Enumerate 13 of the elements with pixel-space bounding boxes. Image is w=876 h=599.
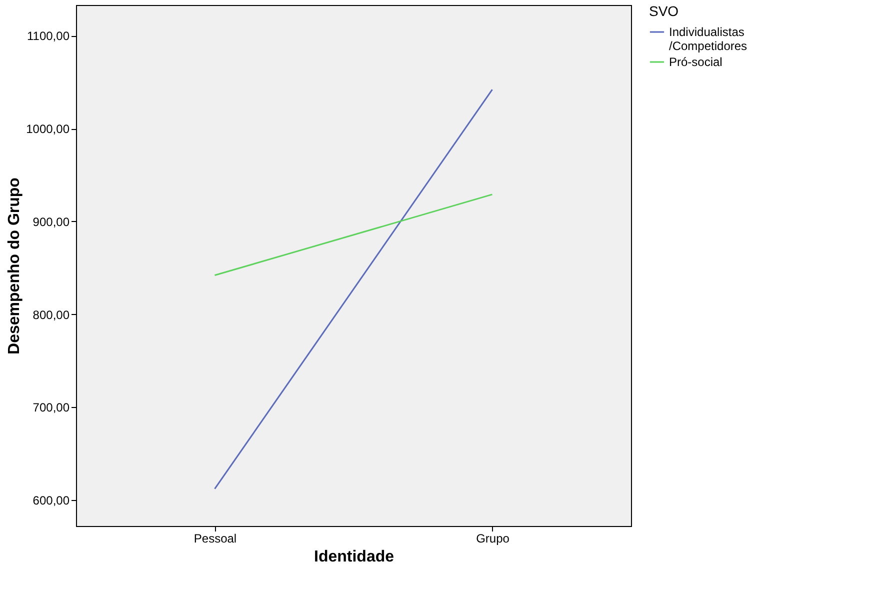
legend-title: SVO: [649, 3, 679, 19]
x-tick-label: Grupo: [476, 532, 510, 546]
legend-label: Pró-social: [669, 55, 722, 69]
y-tick-label: 700,00: [32, 400, 70, 415]
y-tick-label: 600,00: [32, 493, 70, 508]
y-tick-label: 800,00: [32, 308, 70, 322]
y-tick-label: 900,00: [32, 214, 70, 229]
y-axis-title: Desempenho do Grupo: [6, 177, 24, 354]
x-tick-label: Pessoal: [194, 532, 237, 546]
x-axis-title: Identidade: [314, 548, 394, 566]
legend-label: Individualistas/Competidores: [669, 25, 748, 53]
y-tick-label: 1100,00: [27, 29, 70, 44]
y-tick-label: 1000,00: [26, 122, 70, 136]
